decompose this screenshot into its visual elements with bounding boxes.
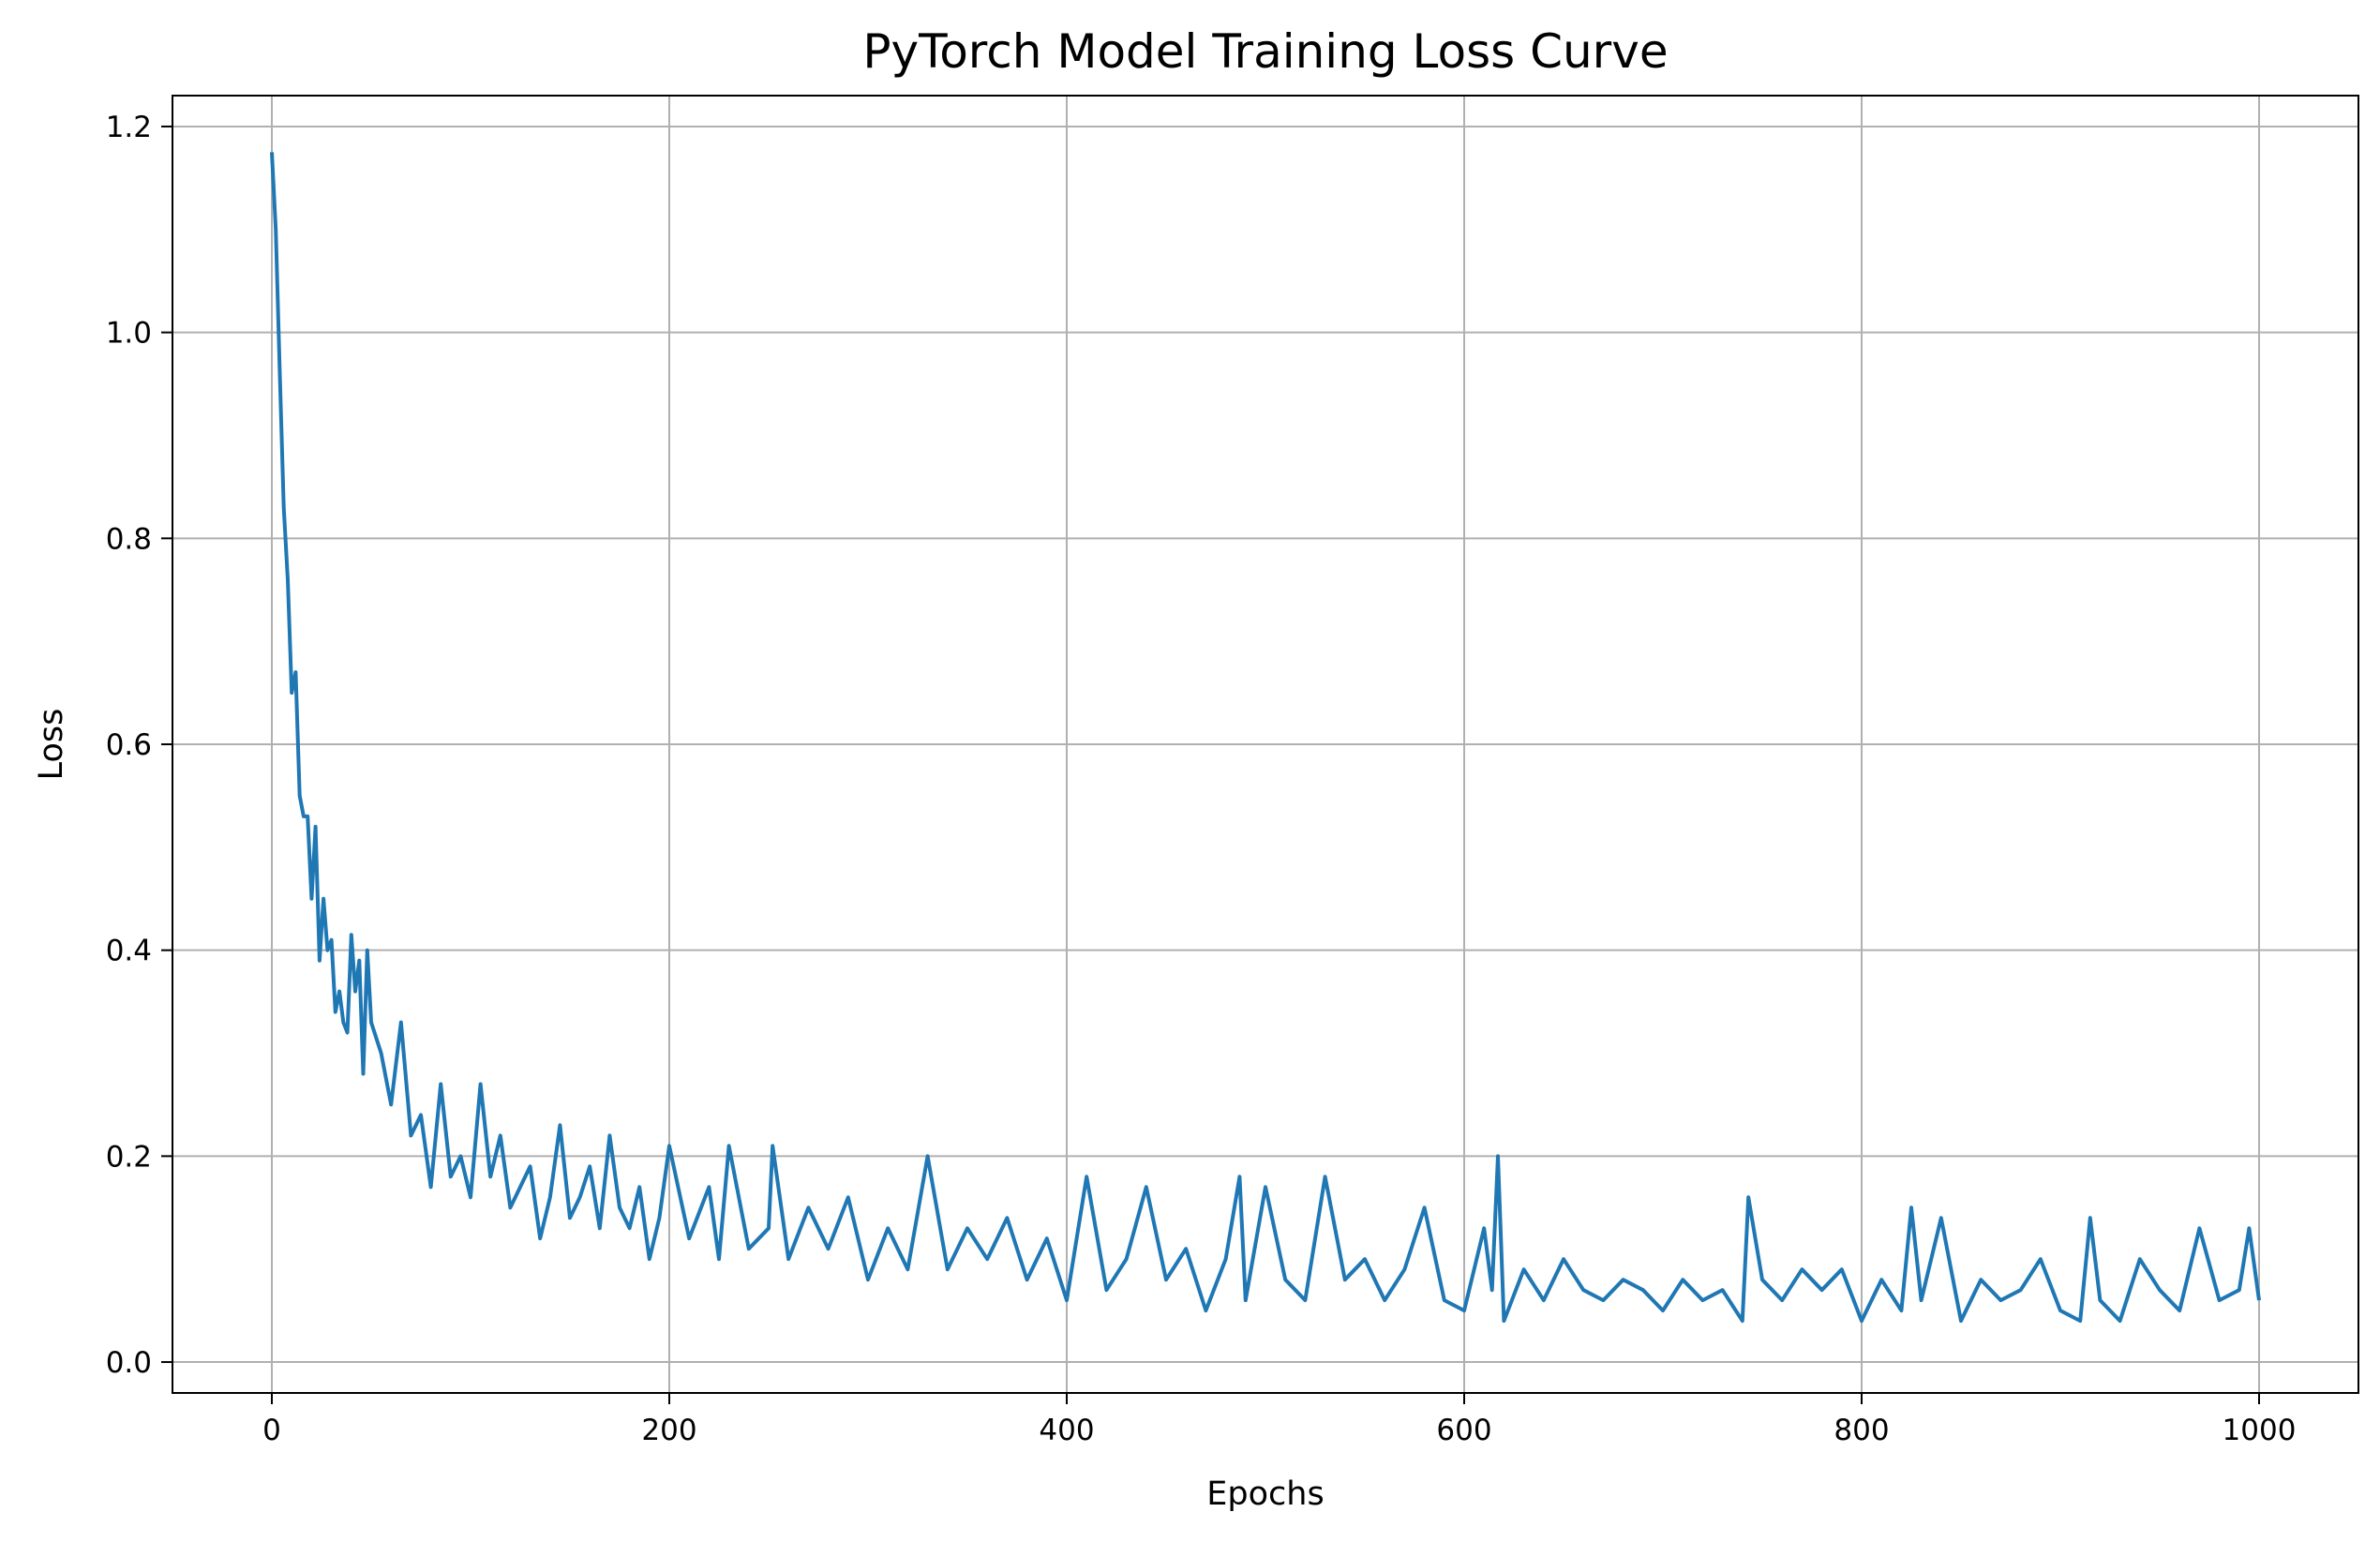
- loss-series-line: [270, 152, 2261, 1324]
- x-tick-label: 200: [641, 1414, 696, 1447]
- y-tick-label: 0.6: [106, 728, 152, 762]
- x-tick-label: 1000: [2223, 1414, 2297, 1447]
- x-tick-label: 800: [1834, 1414, 1889, 1447]
- y-tick-label: 1.0: [106, 317, 152, 351]
- y-axis-label: Loss: [33, 709, 70, 781]
- series-layer: [270, 152, 2261, 1324]
- y-tick-label: 0.8: [106, 522, 152, 556]
- axis-ticks: 0 200 400 600 800 1000 0.0 0.2 0.4 0.6 0.8 1.0 1.2: [106, 111, 2297, 1447]
- y-tick-label: 0.2: [106, 1140, 152, 1174]
- x-tick-label: 600: [1436, 1414, 1491, 1447]
- grid-lines: [172, 96, 2358, 1393]
- x-axis-label: Epochs: [1206, 1475, 1324, 1513]
- x-tick-label: 0: [262, 1414, 281, 1447]
- y-tick-label: 0.4: [106, 935, 152, 968]
- y-tick-label: 1.2: [106, 111, 152, 144]
- chart-title: PyTorch Model Training Loss Curve: [862, 24, 1668, 79]
- x-tick-label: 400: [1039, 1414, 1094, 1447]
- y-tick-label: 0.0: [106, 1346, 152, 1380]
